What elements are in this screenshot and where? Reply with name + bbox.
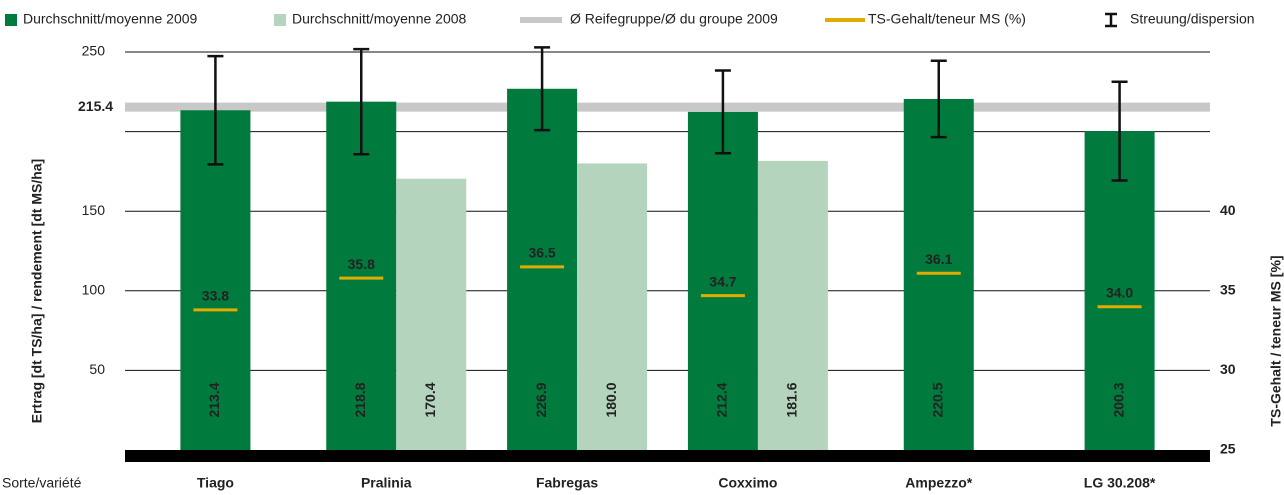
x-tick-label: Fabregas [536,475,598,491]
legend-label: Durchschnitt/moyenne 2009 [23,11,198,27]
ts-label: 34.7 [709,273,736,289]
legend-swatch [274,14,286,26]
bar-2009 [507,88,578,450]
y-tick-label: 250 [82,43,106,59]
bar-value-label: 218.8 [352,382,368,417]
bar-2008 [577,163,648,450]
bar-value-label: 180.0 [603,382,619,417]
bar-value-label: 181.6 [784,382,800,417]
bar-value-label: 213.4 [206,382,222,417]
y2-axis-label: TS-Gehalt / teneur MS [%] [1268,255,1284,426]
bar-2009 [180,110,251,450]
legend-label: Ø Reifegruppe/Ø du groupe 2009 [570,11,778,27]
bar-2009 [326,101,397,450]
bar-2009 [1084,131,1155,450]
legend-label: TS-Gehalt/teneur MS (%) [868,11,1026,27]
y2-tick-label: 40 [1220,202,1236,218]
x-tick-label: Pralinia [361,475,412,491]
y-axis-label: Ertrag [dt TS/ha] / rendement [dt MS/ha] [29,159,45,423]
legend-swatch [520,17,562,23]
x-tick-label: LG 30.208* [1084,475,1156,491]
x-tick-label: Ampezzo* [905,475,972,491]
bar-value-label: 200.3 [1110,382,1126,417]
y2-tick-label: 25 [1220,441,1236,457]
bar-2008 [396,178,467,450]
x-tick-label: Coxximo [718,475,777,491]
y-tick-label: 50 [89,361,105,377]
legend-label: Durchschnitt/moyenne 2008 [292,11,467,27]
ts-label: 33.8 [202,288,229,304]
y2-tick-label: 35 [1220,282,1236,298]
y-tick-label: 100 [82,282,106,298]
legend-swatch [1105,12,1117,28]
y2-tick-label: 30 [1220,361,1236,377]
bar-2009 [687,111,758,451]
bar-value-label: 212.4 [714,382,730,417]
legend-swatch [5,14,17,26]
ts-label: 36.5 [528,245,555,261]
ts-label: 36.1 [925,251,952,267]
legend-swatch [825,18,865,22]
bar-value-label: 226.9 [533,382,549,417]
legend-label: Streuung/dispersion [1130,11,1255,27]
bar-value-label: 170.4 [422,382,438,417]
x-axis-label: Sorte/variété [2,475,82,491]
x-tick-label: Tiago [197,475,234,491]
y-tick-label: 150 [82,202,106,218]
ts-label: 34.0 [1106,284,1133,300]
ts-label: 35.8 [348,256,375,272]
bar-value-label: 220.5 [929,382,945,417]
bar-2008 [757,160,828,450]
reference-label: 215.4 [78,98,113,114]
baseline [125,450,1210,462]
